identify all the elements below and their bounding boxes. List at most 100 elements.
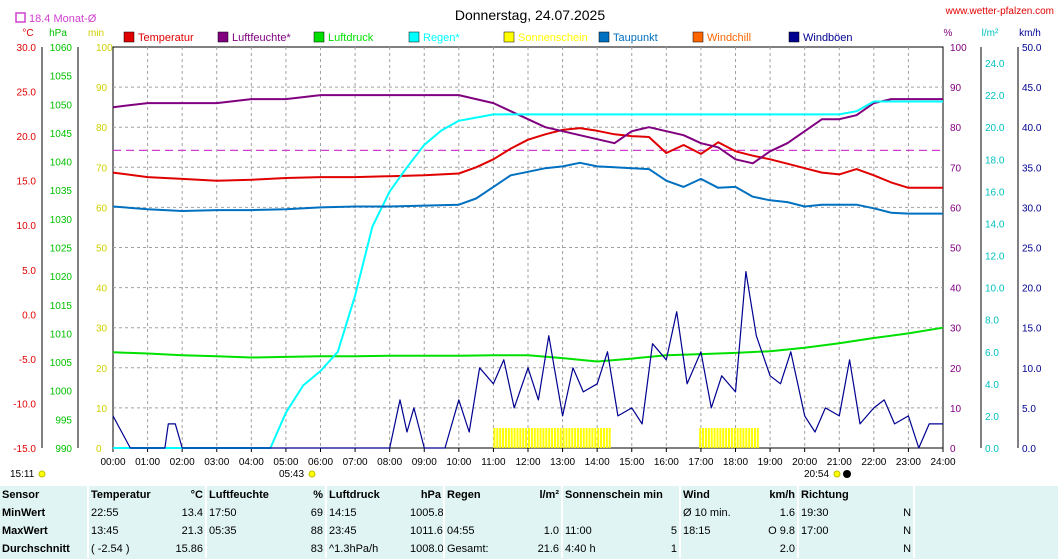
rain-time: 04:55: [443, 522, 524, 540]
tick-label: 40.0: [1022, 123, 1042, 134]
legend-swatch: [217, 31, 229, 43]
sunshine-bar: [605, 428, 608, 448]
sun-time: 4:40 h: [561, 540, 642, 558]
sunshine-bar: [704, 428, 707, 448]
tick-label: 0: [96, 444, 102, 455]
sunshine-bar: [502, 428, 505, 448]
legend-label: Windchill: [707, 32, 751, 44]
sun-icon: [38, 470, 46, 478]
tick-label: 1055: [50, 72, 73, 83]
x-tick-label: 12:00: [515, 457, 540, 468]
row-empty: [913, 504, 1058, 522]
stats-row-max: MaxWert 13:45 21.3 05:35 88 23:45 1011.6…: [0, 522, 1058, 540]
sunshine-bar: [608, 428, 611, 448]
dir-val: N: [903, 543, 912, 555]
tick-label: 40: [96, 284, 108, 295]
tick-label: 0.0: [22, 310, 36, 321]
tick-label: 10: [950, 404, 962, 415]
x-tick-label: 01:00: [135, 457, 160, 468]
tick-label: 0.0: [985, 444, 999, 455]
tick-label: 1010: [50, 329, 73, 340]
sunshine-bar: [716, 428, 719, 448]
sunshine-bar: [510, 428, 513, 448]
hdr-temp: Temperatur: [87, 486, 166, 504]
wind-label: 18:15: [679, 522, 761, 540]
sunshine-bar: [519, 428, 522, 448]
legend-swatch: [788, 31, 800, 43]
press-time: ^1.3hPa/h: [325, 540, 408, 558]
sunshine-bar: [722, 428, 725, 448]
tick-label: 10.0: [1022, 364, 1042, 375]
press-val: 1008.0: [410, 543, 444, 555]
tick-label: 30.0: [17, 43, 37, 54]
dir-time: 17:00: [797, 522, 867, 540]
x-tick-label: 10:00: [446, 457, 471, 468]
sunrise-icon: [308, 470, 316, 478]
stats-row-avg: Durchschnitt ( -2.54 ) 15.86 83 ^1.3hPa/…: [0, 540, 1058, 558]
press-time: 14:15: [325, 504, 408, 522]
tick-label: 30: [950, 324, 962, 335]
sunshine-bar: [533, 428, 536, 448]
tick-label: 1005: [50, 358, 73, 369]
tick-label: 20: [96, 364, 108, 375]
hum-val: 69: [310, 507, 323, 519]
sunshine-bar: [522, 428, 525, 448]
x-tick-label: 21:00: [827, 457, 852, 468]
sunshine-bar: [530, 428, 533, 448]
tick-label: 50: [96, 244, 108, 255]
sunshine-bar: [536, 428, 539, 448]
sunshine-bar: [539, 428, 542, 448]
tick-label: 2.0: [985, 412, 999, 423]
sunshine-bar: [730, 428, 733, 448]
tick-label: 100: [96, 43, 113, 54]
stats-row-min: MinWert 22:55 13.4 17:50 69 14:15 1005.8…: [0, 504, 1058, 522]
x-tick-label: 00:00: [100, 457, 125, 468]
sunshine-bar: [559, 428, 562, 448]
stats-table: Sensor Temperatur °C Luftfeuchte % Luftd…: [0, 486, 1058, 559]
tick-label: 1015: [50, 301, 73, 312]
tick-label: 5.0: [22, 266, 36, 277]
hdr-wind: Wind: [679, 486, 761, 504]
x-tick-label: 20:00: [792, 457, 817, 468]
tick-label: 4.0: [985, 380, 999, 391]
tick-label: 12.0: [985, 252, 1005, 263]
x-tick-label: 19:00: [758, 457, 783, 468]
x-tick-label: 23:00: [896, 457, 921, 468]
sun-time: [561, 504, 642, 522]
legend-swatch: [313, 31, 325, 43]
x-tick-label: 14:00: [585, 457, 610, 468]
tick-label: 30: [96, 324, 108, 335]
website-label[interactable]: www.wetter-pfalzen.com: [945, 6, 1054, 17]
press-time: 23:45: [325, 522, 408, 540]
hdr-hum: Luftfeuchte: [205, 486, 286, 504]
tick-label: 50: [950, 244, 962, 255]
series-windben: [112, 271, 943, 449]
weather-chart: Donnerstag, 24.07.2025 www.wetter-pfalze…: [10, 6, 1054, 480]
sunshine-bar: [591, 428, 594, 448]
legend: Temperatur Luftfeuchte* Luftdruck Regen* Son…: [123, 31, 853, 44]
tick-label: 1050: [50, 100, 73, 111]
hdr-dir: Richtung: [797, 486, 915, 504]
hdr-wind-unit: km/h: [769, 489, 796, 501]
legend-label: Sonnenschein: [518, 32, 588, 44]
tick-label: 10.0: [17, 221, 37, 232]
series-regen: [113, 100, 943, 449]
sunshine-bar: [742, 428, 745, 448]
sunshine-bar: [568, 428, 571, 448]
tick-label: 990: [55, 444, 72, 455]
x-tick-label: 03:00: [204, 457, 229, 468]
tick-label: 35.0: [1022, 163, 1042, 174]
dir-val: N: [903, 507, 912, 519]
axis-pressure: 1060 1055 1050 1045 1040 1035 1030 1025 1020 1015…: [50, 43, 79, 455]
hdr-press: Luftdruck: [325, 486, 408, 504]
hum-val: 83: [310, 543, 323, 555]
sunshine-bar: [719, 428, 722, 448]
rain-time: [443, 504, 524, 522]
sunshine-bar: [736, 428, 739, 448]
wind-val: 1.6: [779, 507, 796, 519]
sunshine-bar: [548, 428, 551, 448]
sunshine-bar: [582, 428, 585, 448]
sunshine-bar: [725, 428, 728, 448]
